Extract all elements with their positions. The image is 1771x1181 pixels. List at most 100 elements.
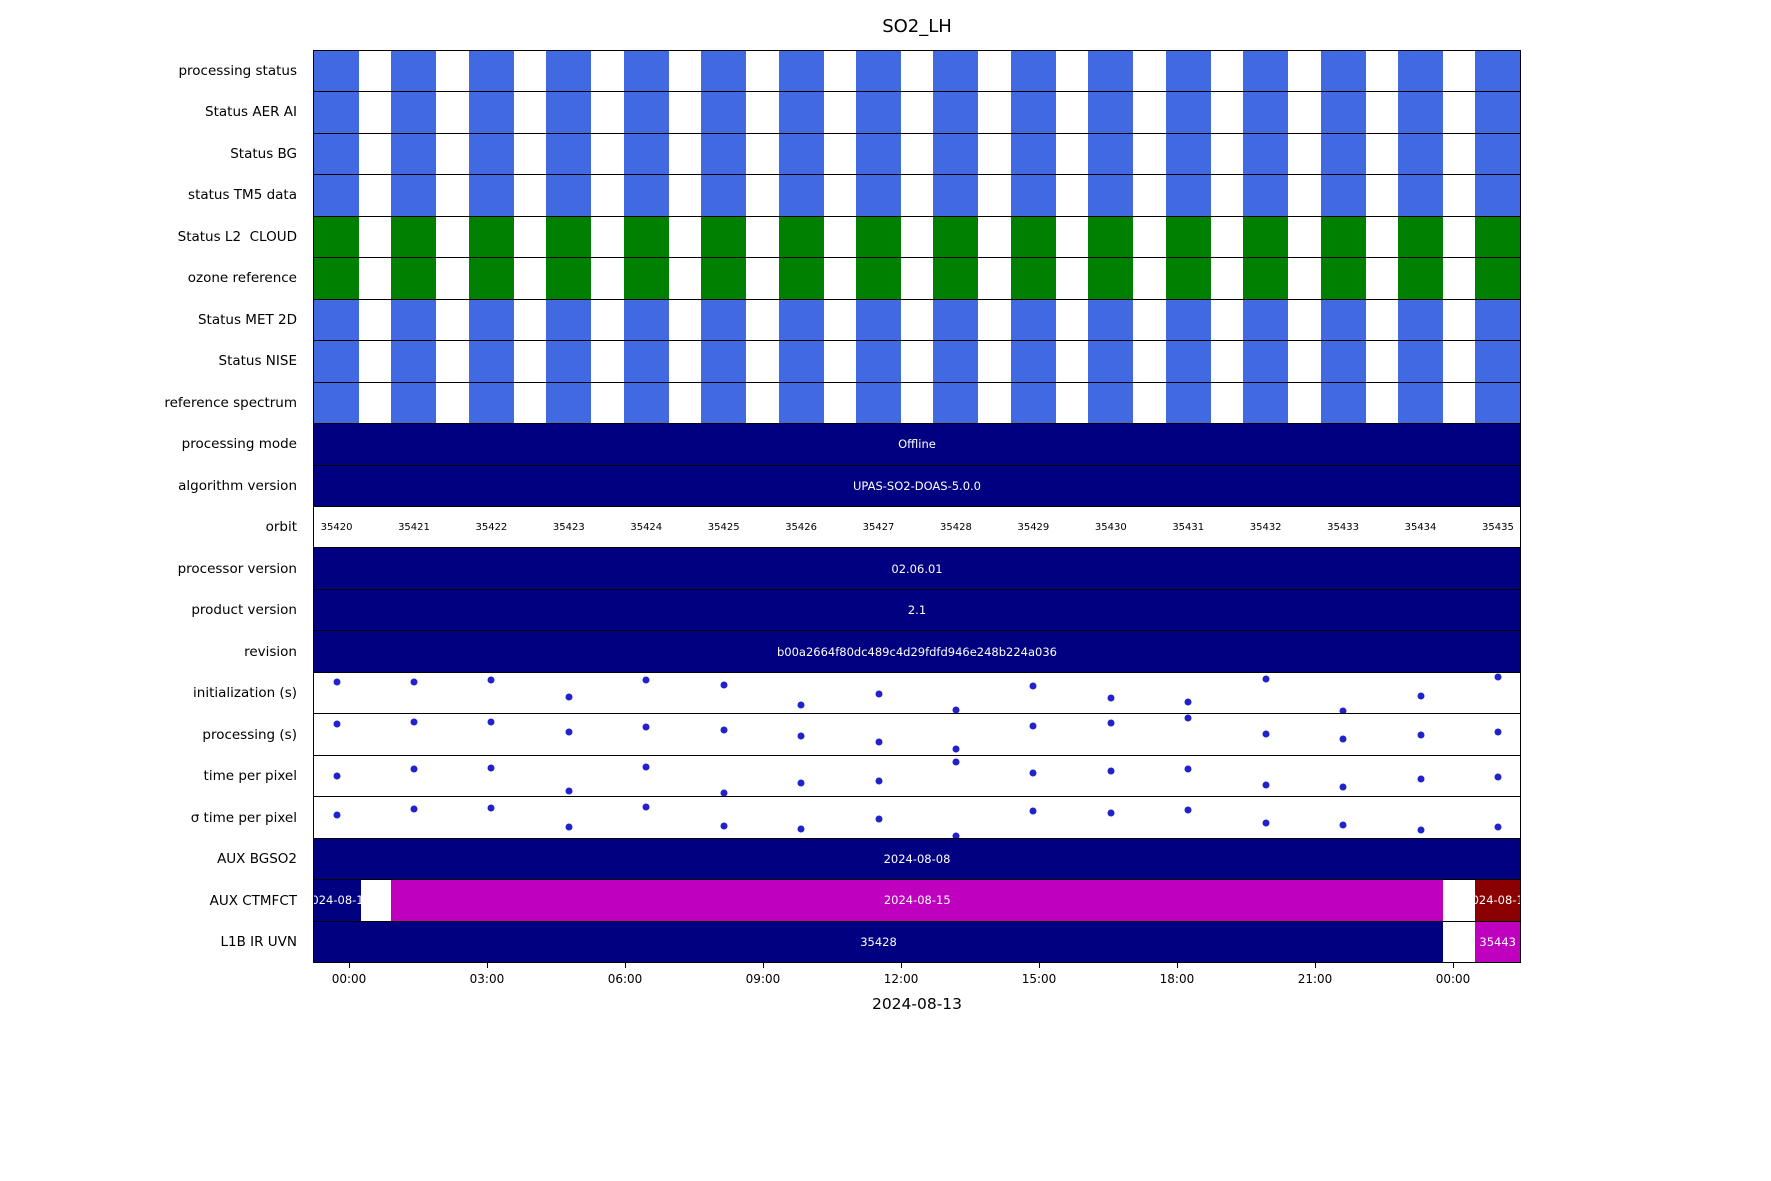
status-block <box>468 258 514 299</box>
row-status-tm5-data <box>314 175 1520 217</box>
status-block <box>856 133 901 175</box>
row-time-per-pixel <box>314 755 1520 798</box>
scatter-dot <box>797 825 805 833</box>
scatter-dot <box>1494 728 1502 736</box>
scatter-dot <box>410 765 418 773</box>
bar-segment: 2.1 <box>314 589 1520 631</box>
scatter-dot <box>642 676 650 684</box>
scatter-dot <box>487 676 495 684</box>
orbit-number: 35429 <box>1017 521 1050 533</box>
bar-segment: 02.06.01 <box>314 548 1520 589</box>
orbit-number: 35433 <box>1327 521 1359 533</box>
scatter-dot <box>1184 714 1192 722</box>
status-block <box>1243 341 1289 382</box>
scatter-dot <box>565 823 573 831</box>
status-block <box>623 341 669 382</box>
scatter-dot <box>720 681 728 689</box>
status-block <box>856 92 901 133</box>
status-block <box>391 175 437 216</box>
row-label-status-met-2d: Status MET 2D <box>197 311 297 328</box>
row-time-per-pixel <box>314 797 1520 839</box>
scatter-dot <box>487 718 495 726</box>
status-block <box>701 382 747 424</box>
scatter-dot <box>875 777 883 785</box>
status-block <box>933 92 979 133</box>
row-label-processing-s: processing (s) <box>202 726 297 743</box>
scatter-dot <box>487 764 495 772</box>
orbit-number: 35422 <box>475 521 508 533</box>
x-tick-label: 03:00 <box>469 972 505 986</box>
x-axis: 00:00 03:00 06:00 09:00 12:00 15:00 18:00 21:00… <box>313 963 1521 997</box>
status-block <box>1398 92 1443 133</box>
row-ozone-reference <box>314 258 1520 300</box>
status-block <box>546 92 592 133</box>
row-label-aux-ctmfct: AUX CTMFCT <box>209 892 297 909</box>
scatter-dot <box>642 723 650 731</box>
status-block <box>314 341 360 382</box>
status-block <box>1165 92 1211 133</box>
row-label-status-bg: Status BG <box>230 145 297 162</box>
status-block <box>546 299 592 341</box>
scatter-dot <box>1107 809 1115 817</box>
status-block <box>623 133 669 175</box>
scatter-dot <box>952 706 960 714</box>
status-block <box>1165 299 1211 341</box>
status-block <box>778 133 824 175</box>
scatter-dot <box>1107 694 1115 702</box>
status-block <box>468 382 514 424</box>
scatter-dot <box>1494 823 1502 831</box>
status-block <box>546 382 592 424</box>
status-block <box>1010 216 1056 258</box>
status-block <box>1475 258 1520 299</box>
row-processing-mode: Offline <box>314 424 1520 466</box>
status-block <box>314 51 360 92</box>
status-block <box>1010 341 1056 382</box>
orbit-number: 35420 <box>320 521 353 533</box>
scatter-dot <box>410 678 418 686</box>
x-axis-label: 2024-08-13 <box>871 995 963 1013</box>
status-block <box>623 382 669 424</box>
orbit-number: 35426 <box>785 521 817 533</box>
bar-segment: b00a2664f80dc489c4d29fdfd946e248b224a036 <box>314 631 1520 672</box>
row-processor-version: 02.06.01 <box>314 548 1520 590</box>
status-block <box>623 92 669 133</box>
scatter-dot <box>1262 781 1270 789</box>
status-block <box>1088 175 1134 216</box>
status-block <box>546 51 592 92</box>
status-block <box>391 299 437 341</box>
status-block <box>314 216 360 258</box>
status-block <box>314 299 360 341</box>
status-block <box>1320 216 1366 258</box>
status-block <box>623 175 669 216</box>
bar-segment: 024-08-1 <box>1475 880 1520 921</box>
row-labels-column: processing status Status AER AI Status BG s… <box>0 50 306 963</box>
x-tick-mark <box>486 963 488 968</box>
scatter-dot <box>642 803 650 811</box>
status-block <box>1398 382 1443 424</box>
status-block <box>778 299 824 341</box>
plot-area: Offline UPAS-SO2-DOAS-5.0.0 35420 35421 3542… <box>313 50 1521 963</box>
row-aux-bgso2: 2024-08-08 <box>314 838 1520 881</box>
status-block <box>778 92 824 133</box>
status-block <box>778 258 824 299</box>
scatter-dot <box>797 779 805 787</box>
x-tick-label: 15:00 <box>1021 972 1057 986</box>
row-label-time-per-pixel: time per pixel <box>203 768 297 785</box>
status-block <box>546 216 592 258</box>
status-block <box>701 216 747 258</box>
status-block <box>623 216 669 258</box>
status-block <box>314 133 360 175</box>
orbit-number: 35434 <box>1404 521 1437 533</box>
row-label-processor-version: processor version <box>177 560 297 577</box>
row-label-product-version: product version <box>191 602 297 619</box>
row-processing-status <box>314 51 1520 93</box>
row-label-revision: revision <box>244 643 297 660</box>
status-block <box>623 258 669 299</box>
status-block <box>1088 258 1134 299</box>
orbit-number: 35425 <box>707 521 740 533</box>
status-block <box>1398 299 1443 341</box>
scatter-dot <box>1494 673 1502 681</box>
status-block <box>546 258 592 299</box>
row-status-met-2d <box>314 299 1520 342</box>
status-block <box>1010 133 1056 175</box>
